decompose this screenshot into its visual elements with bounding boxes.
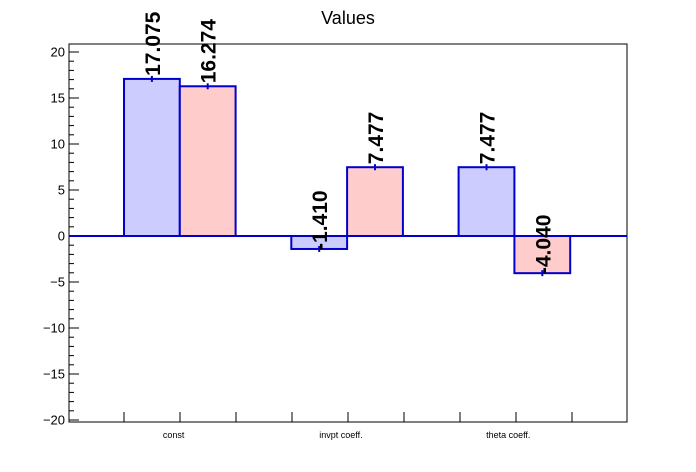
x-tick-label: invpt coeff. bbox=[319, 430, 362, 440]
bar bbox=[346, 166, 404, 237]
x-tick-label: const bbox=[163, 430, 185, 440]
y-tick-label: −15 bbox=[43, 367, 65, 382]
y-tick-label: −5 bbox=[50, 275, 65, 290]
bar-value-label: 7.477 bbox=[477, 112, 500, 165]
bar-value-label: 17.075 bbox=[142, 11, 165, 76]
bar-value-label: 16.274 bbox=[198, 19, 221, 84]
bar-value-label: 7.477 bbox=[365, 112, 388, 165]
y-tick-label: 15 bbox=[51, 91, 65, 106]
x-tick-label: theta coeff. bbox=[486, 430, 530, 440]
data-labels: 17.075 16.274 -1.410 7.477 7.477 -4.040 bbox=[142, 11, 555, 274]
y-axis: −20 −15 −10 −5 0 5 10 15 20 bbox=[43, 45, 79, 428]
bar bbox=[123, 77, 181, 237]
y-tick-label: −20 bbox=[43, 413, 65, 428]
y-tick-label: 5 bbox=[58, 183, 65, 198]
bar-value-label: -1.410 bbox=[309, 190, 332, 250]
y-tick-label: 0 bbox=[58, 229, 65, 244]
bar bbox=[178, 85, 237, 237]
bar bbox=[513, 235, 572, 275]
bar bbox=[457, 166, 516, 237]
bars bbox=[123, 75, 572, 277]
chart-title: Values bbox=[321, 8, 375, 28]
y-tick-label: 10 bbox=[51, 137, 65, 152]
x-axis: const invpt coeff. theta coeff. bbox=[123, 412, 573, 440]
y-tick-label: −10 bbox=[43, 321, 65, 336]
bar-value-label: -4.040 bbox=[532, 215, 555, 275]
y-tick-label: 20 bbox=[51, 45, 65, 60]
